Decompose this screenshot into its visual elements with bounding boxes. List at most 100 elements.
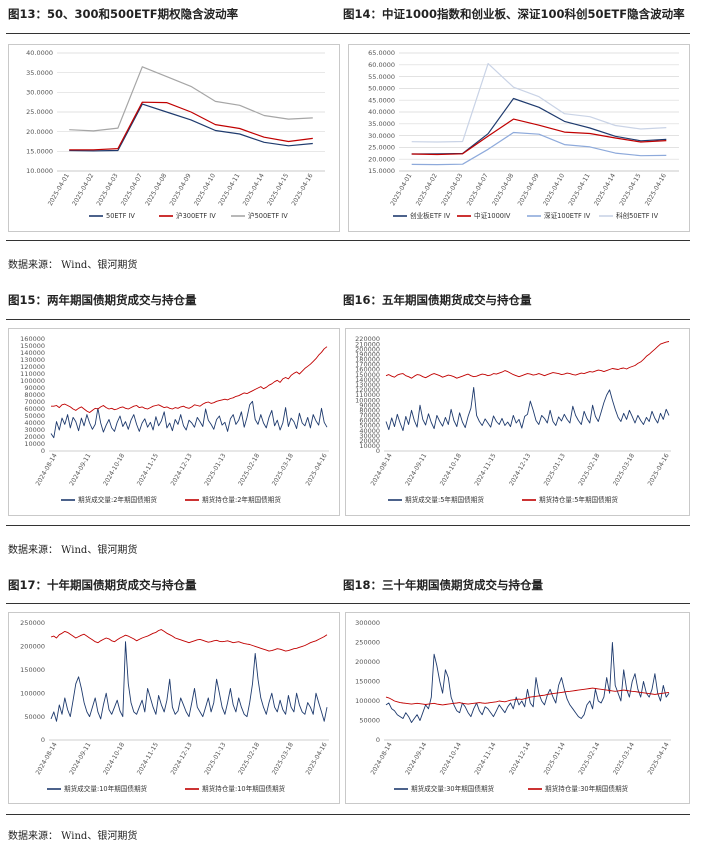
y-tick-label: 190000 xyxy=(355,350,380,358)
y-tick-label: 65.0000 xyxy=(368,49,395,57)
series-line-2 xyxy=(69,101,313,151)
y-tick-label: 70000 xyxy=(24,398,45,406)
legend-label: 期货持仓量:30年期国债期货 xyxy=(545,784,629,793)
x-tick-label: 2025-04-16 xyxy=(305,452,329,487)
y-tick-label: 20.0000 xyxy=(368,155,395,163)
y-tick-label: 250000 xyxy=(20,619,45,627)
x-tick-label: 2025-03-18 xyxy=(271,452,295,487)
series-line-1 xyxy=(411,97,667,155)
y-tick-label: 110000 xyxy=(355,391,380,399)
y-tick-label: 150000 xyxy=(20,666,45,674)
chart-svg-2: 15.0000 20.0000 25.0000 30.0000 35.0000 40.00… xyxy=(368,49,679,220)
legend-label: 沪300ETF IV xyxy=(176,211,216,220)
figure-title-15: 图15：两年期国债期货成交与持仓量 xyxy=(8,293,197,307)
source-note: 数据来源： Wind、银河期货 xyxy=(8,260,138,271)
series-line-1 xyxy=(50,641,328,722)
x-tick-label: 2024-08-14 xyxy=(370,741,394,776)
x-tick-label: 2025-04-11 xyxy=(568,172,592,207)
x-tick-label: 2024-10-18 xyxy=(439,452,463,487)
y-tick-label: 180000 xyxy=(355,356,380,364)
x-tick-label: 2025-04-16 xyxy=(647,452,671,487)
x-tick-label: 2025-04-15 xyxy=(619,172,643,207)
y-tick-label: 60.0000 xyxy=(368,61,395,69)
y-tick-label: 0 xyxy=(376,447,380,455)
y-tick-label: 20000 xyxy=(24,433,45,441)
y-tick-label: 15.0000 xyxy=(368,167,395,175)
x-tick-label: 2025-04-10 xyxy=(542,172,566,207)
x-tick-label: 2025-04-02 xyxy=(71,172,95,207)
x-tick-label: 2025-04-01 xyxy=(47,172,71,207)
y-tick-label: 20.0000 xyxy=(26,128,53,136)
y-tick-label: 130000 xyxy=(20,356,45,364)
y-tick-label: 45.0000 xyxy=(368,96,395,104)
x-tick-label: 2025-04-10 xyxy=(193,172,217,207)
x-tick-label: 2025-02-18 xyxy=(237,452,261,487)
y-tick-label: 160000 xyxy=(20,335,45,343)
x-tick-label: 2024-11-14 xyxy=(474,741,498,776)
x-tick-label: 2024-11-15 xyxy=(136,452,160,487)
x-tick-label: 2025-02-18 xyxy=(237,741,261,776)
y-tick-label: 80000 xyxy=(24,391,45,399)
x-tick-label: 2024-08-14 xyxy=(35,741,59,776)
series-line-2 xyxy=(50,629,328,652)
y-tick-label: 250000 xyxy=(355,639,380,647)
legend-label: 中证1000IV xyxy=(474,211,511,220)
x-tick-label: 2024-09-11 xyxy=(404,452,428,487)
x-tick-label: 2025-04-03 xyxy=(440,172,464,207)
divider xyxy=(6,603,690,604)
y-tick-label: 50000 xyxy=(359,422,380,430)
x-tick-label: 2025-04-08 xyxy=(144,172,168,207)
y-tick-label: 100000 xyxy=(20,689,45,697)
y-tick-label: 10000 xyxy=(24,440,45,448)
x-tick-label: 2024-10-14 xyxy=(439,741,463,776)
x-tick-label: 2025-04-16 xyxy=(305,741,329,776)
divider xyxy=(6,525,690,526)
chart-svg-6: 0 50000 100000 150000 200000 250000 300000 2024… xyxy=(355,619,671,793)
x-tick-label: 2024-08-14 xyxy=(35,452,59,487)
y-tick-label: 50000 xyxy=(24,713,45,721)
y-tick-label: 150000 xyxy=(20,342,45,350)
chart-svg-4: 0100002000030000400005000060000700008000… xyxy=(355,335,671,504)
x-tick-label: 2025-04-15 xyxy=(266,172,290,207)
y-tick-label: 220000 xyxy=(355,335,380,343)
source-note: 数据来源： Wind、银河期货 xyxy=(8,831,138,842)
y-tick-label: 25.0000 xyxy=(368,144,395,152)
y-tick-label: 210000 xyxy=(355,340,380,348)
y-tick-label: 70000 xyxy=(359,412,380,420)
y-tick-label: 40.0000 xyxy=(26,49,53,57)
series-line-3 xyxy=(69,66,313,132)
series-line-1 xyxy=(385,386,670,432)
legend-label: 期货持仓量:10年期国债期货 xyxy=(202,784,286,793)
chart-svg-1: 10.0000 15.0000 20.0000 25.0000 30.0000 35.00… xyxy=(26,49,325,220)
x-tick-label: 2025-04-11 xyxy=(217,172,241,207)
legend-label: 创业板ETF IV xyxy=(410,211,451,220)
series-line-4 xyxy=(411,63,667,143)
x-tick-label: 2025-04-14 xyxy=(593,172,617,207)
x-tick-label: 2025-04-07 xyxy=(466,172,490,207)
y-tick-label: 200000 xyxy=(20,643,45,651)
x-tick-label: 2024-12-13 xyxy=(170,452,194,487)
y-tick-label: 60000 xyxy=(24,405,45,413)
series-line-2 xyxy=(385,341,670,379)
y-tick-label: 100000 xyxy=(20,377,45,385)
y-tick-label: 90000 xyxy=(24,384,45,392)
x-tick-label: 2025-02-14 xyxy=(577,741,601,776)
y-tick-label: 40.0000 xyxy=(368,108,395,116)
x-tick-label: 2024-12-14 xyxy=(508,741,532,776)
y-tick-label: 200000 xyxy=(355,345,380,353)
y-tick-label: 30.0000 xyxy=(26,89,53,97)
x-tick-label: 2025-04-09 xyxy=(169,172,193,207)
series-line-1 xyxy=(69,103,313,152)
y-tick-label: 40000 xyxy=(24,419,45,427)
y-tick-label: 160000 xyxy=(355,366,380,374)
x-tick-label: 2024-10-18 xyxy=(102,741,126,776)
x-tick-label: 2024-10-18 xyxy=(102,452,126,487)
y-tick-label: 0 xyxy=(41,447,45,455)
x-tick-label: 2025-01-14 xyxy=(543,741,567,776)
chart-svg-5: 0 50000 100000 150000 200000 250000 2024-08-14… xyxy=(20,619,329,793)
series-line-1 xyxy=(50,400,328,439)
series-line-2 xyxy=(51,346,328,413)
legend-label: 期货成交量:30年期国债期货 xyxy=(411,784,495,793)
x-tick-label: 2025-04-14 xyxy=(647,741,671,776)
x-tick-label: 2024-12-13 xyxy=(508,452,532,487)
